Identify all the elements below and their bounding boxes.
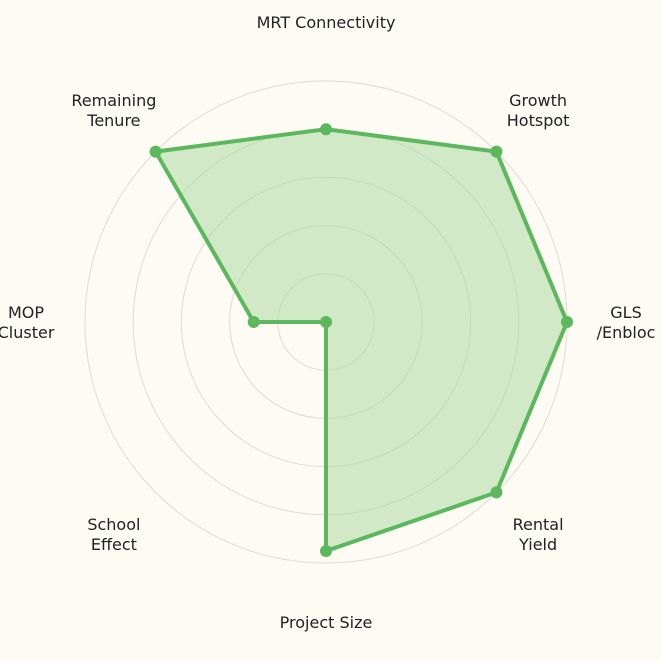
- axis-label-line: School: [87, 515, 140, 534]
- data-point: [490, 486, 503, 499]
- axis-label-line: GLS: [610, 303, 641, 322]
- axis-label: Rental Yield: [513, 515, 564, 554]
- axis-label-line: Hotspot: [507, 111, 570, 130]
- axis-label: MOP Cluster: [0, 303, 55, 342]
- axis-label-line: Tenure: [86, 111, 140, 130]
- axis-label: MRT Connectivity: [257, 13, 396, 32]
- axis-label-line: MOP: [8, 303, 44, 322]
- axis-label-line: Yield: [518, 535, 557, 554]
- axis-label-line: Rental: [513, 515, 564, 534]
- axis-label-line: Project Size: [280, 613, 373, 632]
- axis-label: Remaining Tenure: [71, 91, 156, 130]
- data-point: [149, 145, 162, 158]
- data-point: [490, 145, 503, 158]
- axis-label-line: MRT Connectivity: [257, 13, 396, 32]
- axis-label: School Effect: [87, 515, 140, 554]
- data-point: [320, 316, 332, 328]
- axis-label-line: Growth: [509, 91, 567, 110]
- axis-label: GLS/Enbloc: [597, 303, 656, 342]
- axis-label: Growth Hotspot: [507, 91, 570, 130]
- data-point: [247, 316, 260, 328]
- axis-label-layer: MRT Connectivity Growth Hotspot GLS/Enbloc R…: [0, 13, 655, 632]
- axis-label: Project Size: [280, 613, 373, 632]
- axis-label-line: /Enbloc: [597, 323, 656, 342]
- axis-label-line: Cluster: [0, 323, 55, 342]
- axis-label-line: Effect: [91, 535, 137, 554]
- data-point: [320, 545, 332, 557]
- series-area: [153, 127, 569, 553]
- data-point: [561, 316, 573, 328]
- axis-label-line: Remaining: [71, 91, 156, 110]
- series-layer: [149, 123, 573, 557]
- data-point: [320, 123, 332, 136]
